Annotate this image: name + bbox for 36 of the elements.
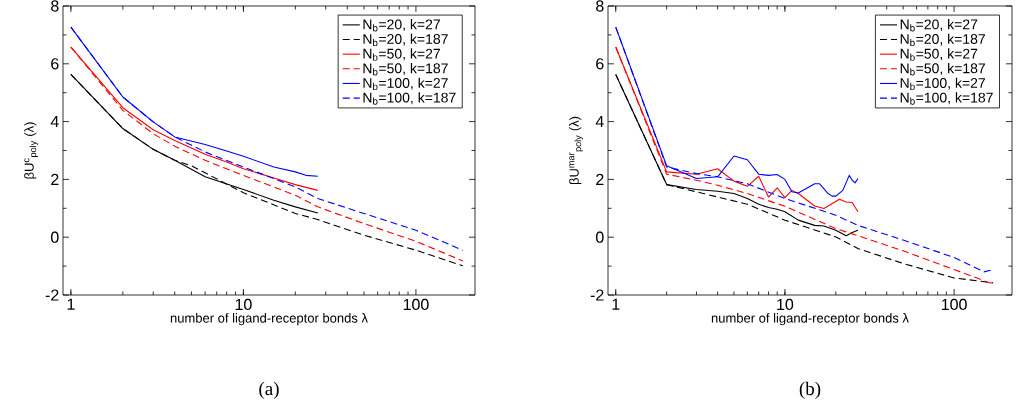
x-tick-label: 10 — [235, 298, 252, 311]
legend-label: N$_{b}$=50, k=187 — [363, 63, 448, 76]
y-tick-label: 4 — [50, 116, 59, 128]
y-tick-label: -2 — [45, 289, 59, 301]
x-axis-title: number of ligand-receptor bonds λ — [170, 313, 368, 326]
legend-label: N$_{b}$=50, k=27 — [363, 48, 440, 61]
legend-label: N$_{b}$=20, k=187 — [363, 33, 448, 47]
legend-label: N$_{b}$=20, k=27 — [363, 19, 440, 32]
x-tick-label: 100 — [941, 298, 967, 311]
legend-label: N$_{b}$=100, k=187 — [363, 92, 456, 105]
x-axis-title: number of ligand-receptor bonds λ — [711, 313, 909, 326]
y-tick-label: 6 — [596, 58, 604, 70]
y-tick-label: 0 — [596, 231, 604, 243]
text: (b) — [799, 381, 821, 399]
y-tick-label: 8 — [51, 0, 59, 12]
y-axis-title: βU$^{mar}$$_{poly}$ (λ) — [569, 116, 583, 185]
legend-label: N$_{b}$=100, k=187 — [900, 92, 993, 105]
y-tick-label: -2 — [590, 289, 604, 301]
x-tick-label: 100 — [403, 298, 429, 311]
legend-label: N$_{b}$=20, k=187 — [900, 33, 985, 47]
legend-label: N$_{b}$=20, k=27 — [900, 19, 978, 32]
x-tick-label: 1 — [67, 298, 75, 310]
y-axis-title: βU$^{c}$$_{poly}$ (λ) — [24, 122, 38, 179]
text: (a) — [259, 381, 279, 399]
x-tick-label: 10 — [777, 298, 794, 311]
legend-label: N$_{b}$=100, k=27 — [363, 77, 448, 91]
y-tick-label: 0 — [51, 231, 59, 243]
x-tick-label: 1 — [612, 298, 620, 310]
y-tick-label: 4 — [595, 116, 604, 128]
y-tick-label: 2 — [51, 173, 59, 185]
legend-label: N$_{b}$=50, k=187 — [900, 63, 985, 76]
y-tick-label: 2 — [596, 173, 604, 185]
y-tick-label: 8 — [596, 0, 604, 12]
legend-label: N$_{b}$=100, k=27 — [900, 77, 985, 91]
y-tick-label: 6 — [51, 58, 59, 70]
legend-label: N$_{b}$=50, k=27 — [900, 48, 978, 61]
